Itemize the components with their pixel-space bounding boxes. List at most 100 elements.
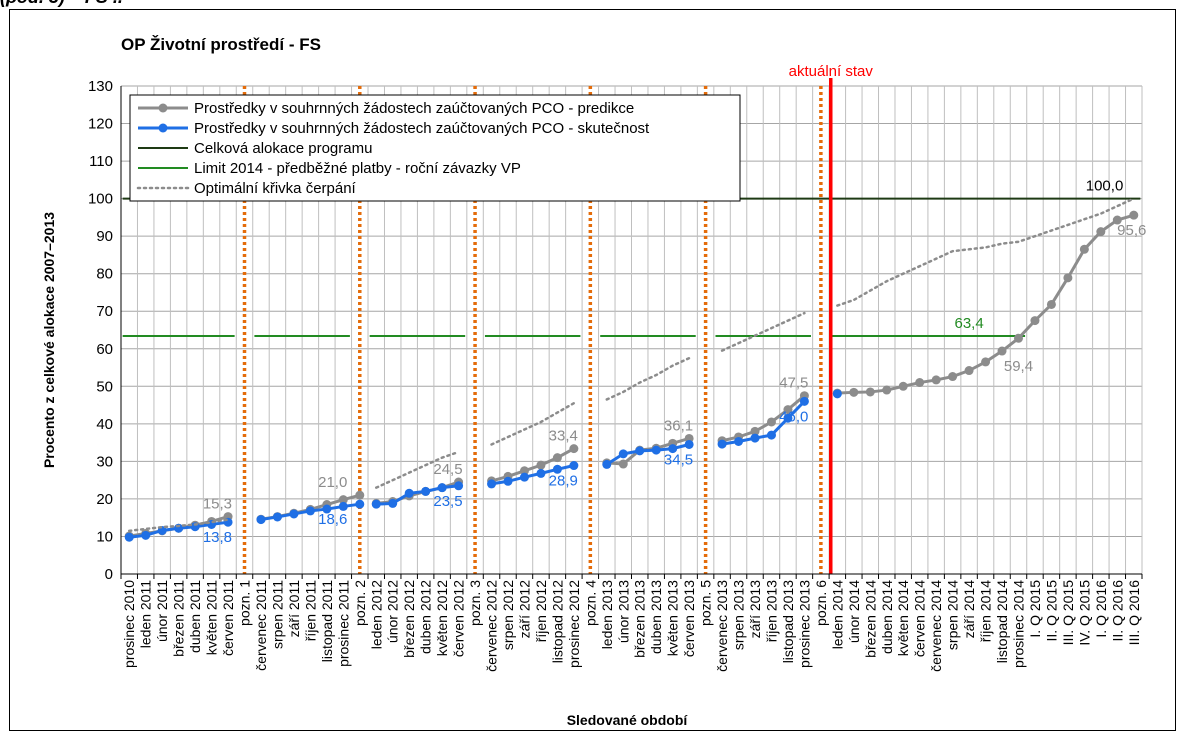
series-point <box>519 472 529 482</box>
x-tick-label: červen 2012 <box>451 580 467 657</box>
series-point <box>1030 316 1040 326</box>
x-tick-label: duben 2011 <box>187 580 203 653</box>
x-tick-label: leden 2011 <box>138 580 154 648</box>
current-state-label: aktuální stav <box>789 63 874 80</box>
legend-marker <box>158 103 168 113</box>
series-point <box>124 532 134 542</box>
x-tick-label: březen 2013 <box>632 580 648 658</box>
data-label: 28,9 <box>549 473 578 490</box>
x-tick-label: pozn. 6 <box>813 580 829 626</box>
series-point <box>503 476 513 486</box>
x-tick-label: září 2011 <box>286 580 302 638</box>
series-point <box>305 506 315 516</box>
x-tick-label: I. Q 2015 <box>1027 580 1043 638</box>
series-point <box>355 499 365 509</box>
legend-entry: Prostředky v souhrnných žádostech zaúčto… <box>194 120 650 137</box>
series-point <box>1079 244 1089 254</box>
series-point <box>1096 227 1106 237</box>
x-tick-label: únor 2014 <box>846 580 862 643</box>
x-tick-label: červen 2013 <box>681 580 697 657</box>
x-tick-label: III. Q 2016 <box>1126 580 1142 646</box>
x-tick-label: březen 2012 <box>401 580 417 658</box>
series-point <box>1063 273 1073 283</box>
y-tick-label: 130 <box>88 78 113 95</box>
x-tick-label: únor 2012 <box>385 580 401 643</box>
y-tick-label: 20 <box>96 491 113 508</box>
x-tick-label: srpen 2012 <box>500 580 516 650</box>
y-tick-label: 60 <box>96 341 113 358</box>
series-point <box>371 499 381 509</box>
x-tick-label: I. Q 2016 <box>1093 580 1109 638</box>
series-point <box>355 490 365 500</box>
data-label: 59,4 <box>1004 358 1033 375</box>
data-label: 34,5 <box>664 451 693 468</box>
series-point <box>882 385 892 395</box>
y-axis-label: Procento z celkové alokace 2007–2013 <box>41 212 57 468</box>
series-point <box>569 444 579 454</box>
series-point <box>404 488 414 498</box>
series-point <box>898 381 908 391</box>
x-tick-label: listopad 2011 <box>319 580 335 662</box>
page-caption: (ρod. 3) – FS .. <box>0 0 123 8</box>
optimal-curve-line <box>836 197 1136 307</box>
x-tick-label: leden 2014 <box>829 580 845 650</box>
axes: 0 10 20 30 40 50 60 70 80 90 100 110 120 130 prosinec … <box>88 78 1143 672</box>
chart: OP Životní prostředí - FS Procento z cel… <box>41 35 1146 728</box>
series-point <box>1112 215 1122 225</box>
optimal-curve-line <box>490 401 576 446</box>
series-point <box>272 512 282 522</box>
series-point <box>948 372 958 382</box>
data-label: 13,8 <box>203 529 232 546</box>
optimal-curve-line <box>375 450 460 489</box>
optimal-curve-line <box>127 518 230 533</box>
x-tick-label: červenec 2014 <box>928 580 944 672</box>
series-point <box>964 366 974 376</box>
x-tick-label: listopad 2012 <box>549 580 565 664</box>
x-tick-label: červenec 2011 <box>253 580 269 671</box>
series-point <box>322 504 332 514</box>
series-point <box>519 466 529 476</box>
series-point <box>1046 299 1056 309</box>
x-tick-label: září 2013 <box>747 580 763 639</box>
data-label: 23,5 <box>433 493 462 510</box>
x-tick-label: červenec 2013 <box>714 580 730 672</box>
x-tick-label: únor 2011 <box>154 580 170 642</box>
series-point <box>487 479 497 489</box>
series-point <box>635 446 645 456</box>
series-point <box>849 387 859 397</box>
series-point <box>832 389 842 399</box>
series-point <box>931 375 941 385</box>
series-point <box>602 459 612 469</box>
y-tick-label: 80 <box>96 266 113 283</box>
x-tick-label: červenec 2012 <box>484 580 500 672</box>
x-tick-label: květen 2012 <box>434 580 450 656</box>
series-point <box>734 436 744 446</box>
optimal-curve-line <box>605 356 691 401</box>
x-tick-label: říjen 2013 <box>763 580 779 642</box>
series-point <box>981 357 991 367</box>
series-point <box>536 468 546 478</box>
series-point <box>783 413 793 423</box>
x-tick-label: září 2012 <box>516 580 532 639</box>
data-label: 47,5 <box>779 375 808 392</box>
series-point <box>618 449 628 459</box>
data-label: 18,6 <box>318 511 347 528</box>
x-tick-label: září 2014 <box>961 580 977 639</box>
x-tick-label: červen 2011 <box>220 580 236 656</box>
series-point <box>437 483 447 493</box>
legend-entry: Optimální křivka čerpání <box>194 180 357 197</box>
series-point <box>799 396 809 406</box>
series-point <box>766 430 776 440</box>
series-point <box>684 439 694 449</box>
x-tick-label: srpen 2011 <box>269 580 285 649</box>
series-point <box>783 405 793 415</box>
y-tick-label: 90 <box>96 228 113 245</box>
x-tick-label: březen 2011 <box>171 580 187 657</box>
series-point <box>338 495 348 505</box>
x-tick-label: srpen 2014 <box>945 580 961 650</box>
data-label: 46,0 <box>779 408 808 425</box>
x-tick-label: II. Q 2015 <box>1043 580 1059 642</box>
series-point <box>289 509 299 519</box>
x-tick-label: listopad 2014 <box>994 580 1010 664</box>
x-tick-label: pozn. 5 <box>698 580 714 626</box>
